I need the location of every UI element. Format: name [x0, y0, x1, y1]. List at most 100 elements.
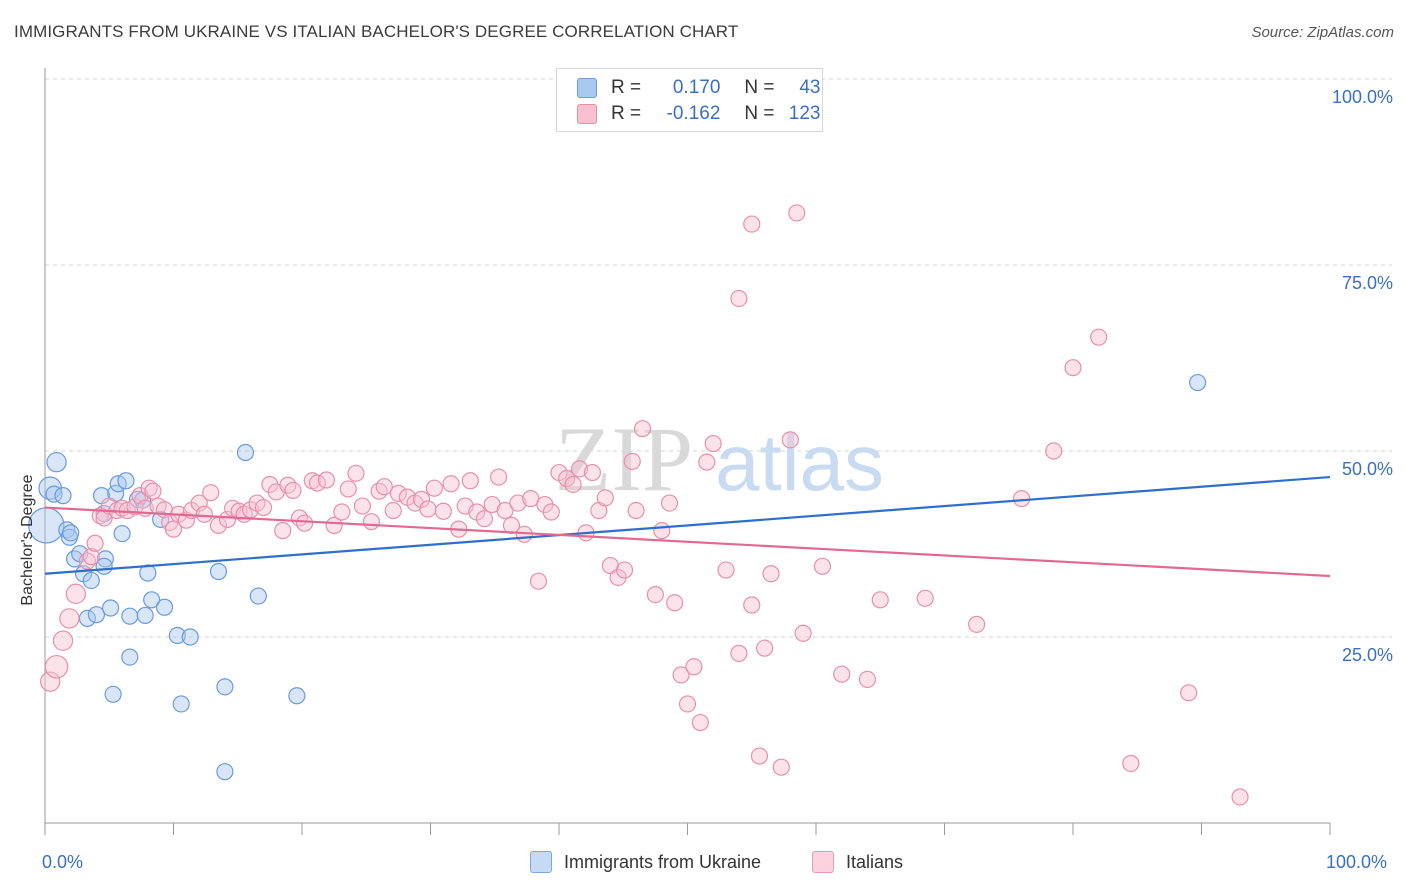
- point-italians: [434, 502, 452, 520]
- grid-lines: [45, 78, 1392, 638]
- point-ukraine: [249, 587, 267, 605]
- point-italians: [202, 484, 220, 502]
- point-italians: [509, 494, 527, 512]
- point-italians: [1012, 490, 1031, 508]
- point-italians: [666, 594, 684, 612]
- point-italians: [755, 639, 774, 657]
- point-italians: [529, 572, 548, 590]
- point-ukraine: [143, 591, 161, 609]
- point-italians: [325, 516, 343, 535]
- legend-item-italians: Italians: [812, 851, 903, 873]
- legend-row-ukraine: R = 0.170 N = 43: [577, 75, 821, 101]
- point-ukraine: [65, 550, 84, 568]
- legend-swatch-ukraine: [577, 78, 597, 98]
- n-value: 123: [788, 103, 821, 124]
- point-ukraine: [117, 472, 135, 490]
- legend-swatch-italians: [577, 104, 597, 124]
- point-ukraine: [104, 685, 122, 703]
- point-italians: [794, 624, 812, 642]
- point-italians: [1045, 442, 1063, 460]
- chart-title: IMMIGRANTS FROM UKRAINE VS ITALIAN BACHE…: [14, 22, 739, 41]
- point-italians: [743, 215, 761, 233]
- point-italians: [86, 534, 104, 552]
- r-label: R =: [611, 103, 642, 124]
- n-value: 43: [799, 77, 821, 98]
- watermark-atlas: atlas: [715, 418, 884, 507]
- point-italians: [375, 478, 393, 496]
- point-italians: [44, 654, 69, 679]
- point-ukraine: [121, 648, 139, 666]
- y-tick-label: 25.0%: [1341, 645, 1393, 665]
- point-italians: [564, 475, 582, 494]
- trend-line-italians: [44, 506, 1331, 578]
- point-italians: [317, 471, 336, 489]
- point-italians: [295, 514, 314, 532]
- point-italians: [490, 468, 508, 486]
- point-italians: [1064, 359, 1082, 377]
- correlation-legend: R = 0.170 N = 43 R = -0.162 N = 123: [556, 68, 823, 132]
- point-italians: [82, 548, 100, 566]
- point-italians: [871, 591, 889, 609]
- point-italians: [858, 670, 877, 689]
- point-ukraine: [136, 606, 154, 625]
- point-ukraine: [101, 599, 120, 617]
- point-italians: [59, 608, 80, 629]
- point-italians: [772, 758, 790, 776]
- point-italians: [65, 583, 87, 605]
- r-value: -0.162: [666, 103, 721, 124]
- point-italians: [254, 498, 273, 517]
- point-italians: [750, 747, 769, 765]
- point-ukraine: [181, 628, 199, 646]
- point-italians: [781, 431, 799, 449]
- point-ukraine: [216, 763, 234, 781]
- point-italians: [704, 434, 722, 453]
- point-italians: [596, 489, 614, 507]
- point-italians: [362, 513, 380, 531]
- point-italians: [813, 557, 832, 575]
- point-italians: [339, 480, 357, 498]
- point-ukraine: [46, 451, 67, 473]
- point-italians: [419, 500, 437, 518]
- point-italians: [646, 585, 664, 604]
- point-italians: [691, 713, 709, 732]
- point-italians: [353, 497, 371, 515]
- point-italians: [496, 501, 514, 520]
- point-ukraine: [168, 626, 186, 645]
- point-italians: [558, 469, 576, 488]
- point-italians: [916, 589, 934, 607]
- n-label: N =: [744, 77, 775, 98]
- n-label: N =: [744, 103, 775, 124]
- point-italians: [1090, 328, 1108, 346]
- point-ukraine: [216, 678, 234, 696]
- point-ukraine: [121, 607, 139, 625]
- series-legend: Immigrants from Ukraine Italians: [0, 851, 1406, 879]
- point-italians: [678, 695, 697, 713]
- point-italians: [583, 463, 602, 482]
- point-ukraine: [155, 598, 174, 616]
- y-axis-label: Bachelor's Degree: [19, 474, 36, 606]
- legend-row-italians: R = -0.162 N = 123: [577, 101, 821, 127]
- point-italians: [968, 615, 986, 633]
- point-ukraine: [87, 606, 106, 624]
- point-italians: [633, 420, 652, 438]
- point-ukraine: [236, 443, 255, 462]
- y-tick-label: 50.0%: [1341, 459, 1393, 479]
- point-ukraine: [1189, 373, 1207, 392]
- trend-line-ukraine: [44, 475, 1331, 575]
- point-italians: [333, 503, 351, 521]
- point-ukraine: [288, 687, 306, 705]
- legend-swatch-italians: [812, 851, 834, 873]
- y-tick-label: 75.0%: [1341, 273, 1393, 293]
- x-min-label: 0.0%: [42, 852, 84, 872]
- point-italians: [284, 481, 302, 500]
- point-ukraine: [172, 695, 190, 713]
- r-value: 0.170: [672, 77, 721, 98]
- point-italians: [52, 630, 74, 651]
- point-italians: [412, 490, 431, 508]
- point-italians: [279, 476, 297, 494]
- point-italians: [743, 596, 761, 614]
- r-label: R =: [611, 77, 642, 98]
- point-ukraine: [62, 524, 80, 542]
- point-italians: [672, 666, 690, 684]
- legend-label: Immigrants from Ukraine: [564, 851, 762, 872]
